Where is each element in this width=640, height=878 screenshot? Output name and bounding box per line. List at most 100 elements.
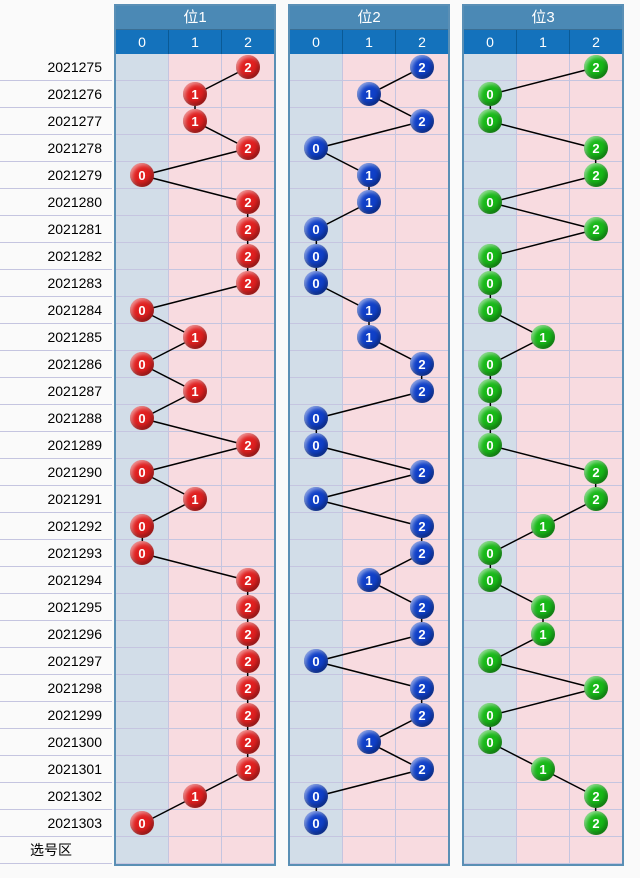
issue-label: 2021298 xyxy=(0,675,112,702)
data-row: 2 xyxy=(464,459,622,486)
issue-label: 2021292 xyxy=(0,513,112,540)
value-ball: 0 xyxy=(304,649,328,673)
cell xyxy=(290,108,343,135)
cell xyxy=(290,459,343,486)
value-ball: 2 xyxy=(236,244,260,268)
cell xyxy=(517,405,570,432)
cell xyxy=(343,621,396,648)
data-row: 0 xyxy=(464,432,622,459)
value-ball: 1 xyxy=(183,379,207,403)
issue-label: 2021284 xyxy=(0,297,112,324)
cell xyxy=(396,648,448,675)
cell: 0 xyxy=(116,513,169,540)
cell xyxy=(517,648,570,675)
value-ball: 2 xyxy=(584,55,608,79)
cell xyxy=(290,162,343,189)
cell: 0 xyxy=(290,783,343,810)
issue-label: 2021278 xyxy=(0,135,112,162)
value-ball: 0 xyxy=(304,811,328,835)
cell xyxy=(290,567,343,594)
data-row: 2 xyxy=(290,594,448,621)
cell xyxy=(222,513,274,540)
column-header-cell: 0 xyxy=(116,30,169,54)
cell: 0 xyxy=(464,108,517,135)
issue-label: 2021297 xyxy=(0,648,112,675)
cell: 2 xyxy=(222,189,274,216)
data-row: 2 xyxy=(290,54,448,81)
value-ball: 0 xyxy=(304,271,328,295)
cell xyxy=(343,459,396,486)
data-row: 2 xyxy=(116,432,274,459)
value-ball: 0 xyxy=(478,541,502,565)
data-row: 1 xyxy=(464,513,622,540)
data-row: 0 xyxy=(290,216,448,243)
cell xyxy=(222,837,274,864)
data-row: 1 xyxy=(116,783,274,810)
value-ball: 2 xyxy=(236,217,260,241)
value-ball: 2 xyxy=(236,595,260,619)
cell: 0 xyxy=(116,405,169,432)
cell xyxy=(169,135,222,162)
cell: 0 xyxy=(464,702,517,729)
data-row: 2 xyxy=(116,756,274,783)
data-row: 2 xyxy=(464,216,622,243)
data-row: 1 xyxy=(290,81,448,108)
cell: 0 xyxy=(464,405,517,432)
value-ball: 2 xyxy=(410,622,434,646)
cell xyxy=(570,405,622,432)
cell xyxy=(396,810,448,837)
value-ball: 2 xyxy=(410,55,434,79)
value-ball: 2 xyxy=(236,649,260,673)
cell xyxy=(517,135,570,162)
data-row: 2 xyxy=(464,54,622,81)
cell xyxy=(169,675,222,702)
value-ball: 0 xyxy=(304,406,328,430)
data-row: 2 xyxy=(464,810,622,837)
cell xyxy=(570,540,622,567)
data-row: 2 xyxy=(290,378,448,405)
issue-label: 2021277 xyxy=(0,108,112,135)
cell xyxy=(517,729,570,756)
data-row: 1 xyxy=(290,162,448,189)
value-ball: 2 xyxy=(236,136,260,160)
issue-label: 2021288 xyxy=(0,405,112,432)
cell xyxy=(570,729,622,756)
data-row: 0 xyxy=(290,486,448,513)
cell xyxy=(517,216,570,243)
data-row: 2 xyxy=(116,729,274,756)
cell xyxy=(396,270,448,297)
cell xyxy=(343,756,396,783)
value-ball: 2 xyxy=(410,595,434,619)
data-row: 2 xyxy=(464,162,622,189)
data-row: 2 xyxy=(116,135,274,162)
cell: 2 xyxy=(396,702,448,729)
cell xyxy=(222,81,274,108)
cell: 2 xyxy=(222,756,274,783)
issue-label: 2021302 xyxy=(0,783,112,810)
cell xyxy=(343,513,396,540)
issue-label: 2021276 xyxy=(0,81,112,108)
data-row: 0 xyxy=(290,405,448,432)
cell: 0 xyxy=(290,810,343,837)
column-header-cell: 2 xyxy=(570,30,622,54)
cell xyxy=(343,351,396,378)
cell: 1 xyxy=(169,486,222,513)
cell xyxy=(570,621,622,648)
cell xyxy=(517,351,570,378)
cell xyxy=(116,189,169,216)
data-row: 1 xyxy=(464,594,622,621)
cell xyxy=(343,540,396,567)
cell: 2 xyxy=(570,459,622,486)
value-ball: 2 xyxy=(410,109,434,133)
cell: 2 xyxy=(396,675,448,702)
value-ball: 1 xyxy=(357,325,381,349)
value-ball: 1 xyxy=(357,298,381,322)
cell xyxy=(169,270,222,297)
footer-row xyxy=(116,837,274,864)
cell xyxy=(517,270,570,297)
cell xyxy=(396,324,448,351)
cell xyxy=(570,351,622,378)
cell: 2 xyxy=(396,621,448,648)
value-ball: 0 xyxy=(478,730,502,754)
cell: 1 xyxy=(169,81,222,108)
